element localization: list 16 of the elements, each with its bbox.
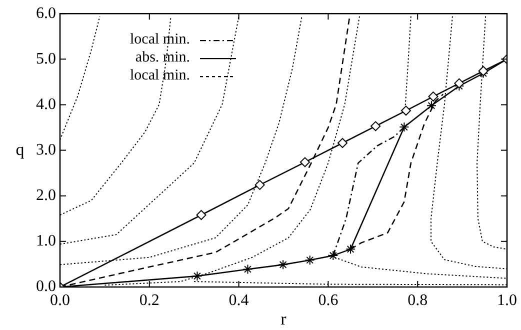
y-tick-label: 4.0 bbox=[36, 96, 56, 113]
legend-label: local min. bbox=[130, 68, 190, 84]
y-axis-title: q bbox=[16, 140, 25, 159]
x-axis-title: r bbox=[280, 309, 287, 328]
legend-label: abs. min. bbox=[135, 50, 190, 66]
x-tick-label: 1.0 bbox=[497, 292, 517, 309]
y-tick-label: 3.0 bbox=[36, 142, 56, 159]
y-tick-label: 5.0 bbox=[36, 50, 56, 68]
x-tick-label: 0.6 bbox=[318, 292, 338, 309]
x-tick-label: 0.8 bbox=[408, 292, 428, 309]
y-tick-label: 2.0 bbox=[36, 187, 56, 204]
y-tick-label: 6.0 bbox=[36, 4, 56, 22]
legend-label: local min. bbox=[130, 32, 190, 48]
x-tick-label: 0.2 bbox=[139, 292, 160, 309]
x-tick-label: 0.4 bbox=[228, 292, 249, 309]
y-tick-label: 1.0 bbox=[36, 232, 56, 250]
